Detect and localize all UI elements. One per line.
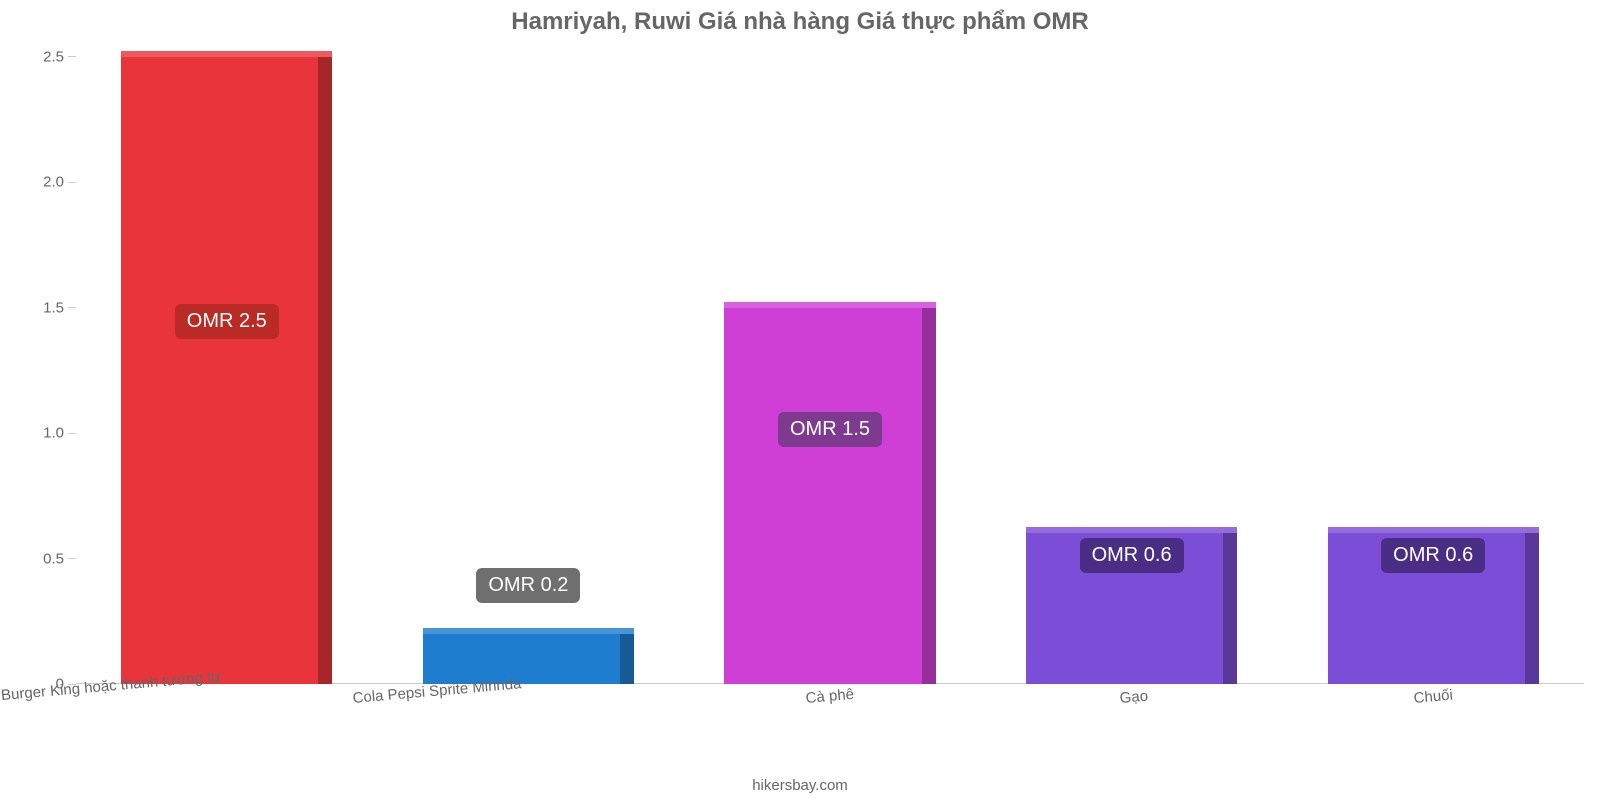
bar-front: [121, 57, 332, 684]
bar-value-label: OMR 1.5: [778, 412, 882, 447]
bar-top-face: [724, 302, 935, 308]
bar-right-shade: [922, 308, 936, 684]
bar-right-shade: [318, 57, 332, 684]
y-tick-label: 0.5: [43, 550, 76, 567]
bar-top-face: [423, 628, 634, 634]
bar-value-label: OMR 0.6: [1080, 538, 1184, 573]
y-tick-label: 2.5: [43, 48, 76, 65]
bar-value-label: OMR 0.6: [1381, 538, 1485, 573]
bar: [724, 308, 935, 684]
bar-right-shade: [1223, 533, 1237, 684]
y-tick-label: 1.5: [43, 299, 76, 316]
chart-plot-area: 00.51.01.52.02.5OMR 2.5Mac Burger King h…: [76, 44, 1584, 684]
bar-right-shade: [1525, 533, 1539, 684]
bar: [423, 634, 634, 684]
bar-top-face: [1026, 527, 1237, 533]
chart-title: Hamriyah, Ruwi Giá nhà hàng Giá thực phẩ…: [0, 0, 1600, 36]
bar-value-label: OMR 2.5: [175, 304, 279, 339]
bar-front: [724, 308, 935, 684]
chart-source-footer: hikersbay.com: [0, 777, 1600, 794]
bar-top-face: [1328, 527, 1539, 533]
x-tick-label: Mac Burger King hoặc thanh tương tự: [0, 668, 222, 707]
bar-top-face: [121, 51, 332, 57]
bar: [121, 57, 332, 684]
y-tick-label: 2.0: [43, 174, 76, 191]
bar-front: [423, 634, 634, 684]
bar-right-shade: [620, 634, 634, 684]
x-tick-label: Chuối: [1413, 687, 1454, 707]
x-tick-label: Gạo: [1119, 688, 1149, 707]
bar-value-label: OMR 0.2: [476, 568, 580, 603]
x-tick-label: Cà phê: [805, 686, 855, 707]
y-tick-label: 1.0: [43, 425, 76, 442]
